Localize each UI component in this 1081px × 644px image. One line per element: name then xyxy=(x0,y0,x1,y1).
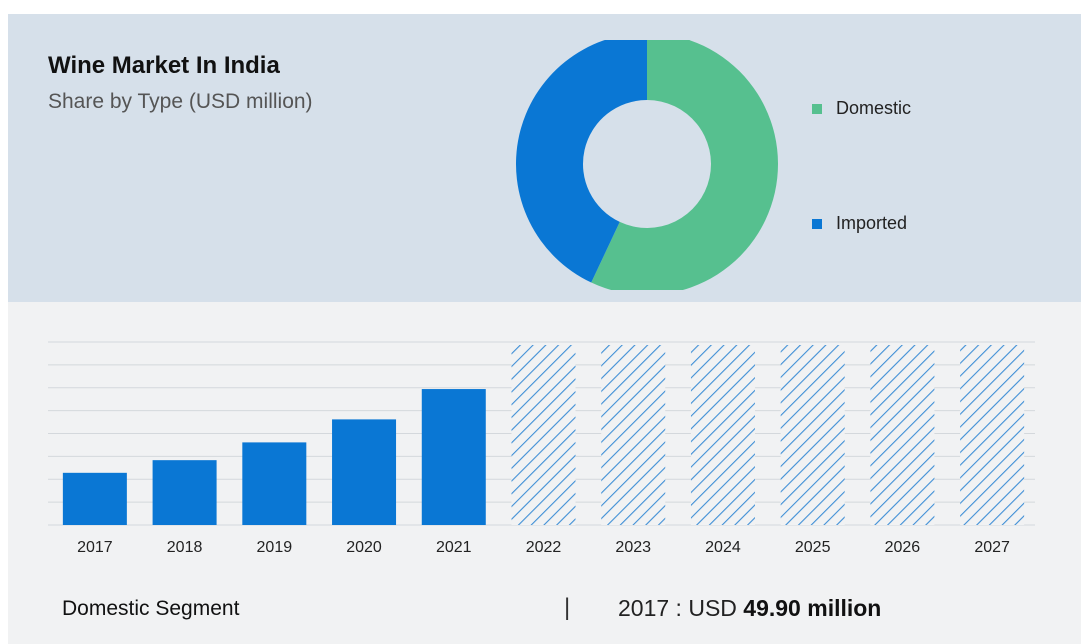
x-tick-label-2023: 2023 xyxy=(615,539,651,556)
bar-chart: 2017 2018 2019 2020 2021 2022 2023 2024 2025 2026… xyxy=(48,341,1035,556)
bar-2021 xyxy=(421,389,486,525)
forecast-bar-2027 xyxy=(960,345,1025,525)
x-tick-label-2022: 2022 xyxy=(526,539,562,556)
forecast-bar-2022 xyxy=(511,345,576,525)
x-tick-label-2020: 2020 xyxy=(346,539,382,556)
bar-2019 xyxy=(242,442,307,525)
x-tick-label-2018: 2018 xyxy=(167,539,203,556)
bar-2020 xyxy=(332,419,397,525)
forecast-bar-2023 xyxy=(601,345,666,525)
x-tick-label-2024: 2024 xyxy=(705,539,741,556)
x-tick-label-2026: 2026 xyxy=(885,539,921,556)
donut-chart xyxy=(516,40,778,290)
bar-2017 xyxy=(62,472,127,525)
footer-value-amount: 49.90 million xyxy=(743,595,882,621)
bar-2018 xyxy=(152,460,217,525)
footer-value: 2017 : USD 49.90 million xyxy=(618,595,881,622)
x-tick-label-2027: 2027 xyxy=(974,539,1010,556)
chart-subtitle: Share by Type (USD million) xyxy=(48,90,313,113)
legend-label-domestic: Domestic xyxy=(836,98,912,118)
donut-slice-domestic xyxy=(591,40,778,290)
donut-slice-imported xyxy=(516,40,647,283)
legend-swatch-domestic xyxy=(812,103,822,114)
forecast-bar-2026 xyxy=(870,345,935,525)
footer-separator: | xyxy=(564,594,571,621)
footer-segment-label: Domestic Segment xyxy=(62,597,240,620)
forecast-bar-2024 xyxy=(690,345,755,525)
legend-swatch-imported xyxy=(812,218,822,229)
legend-label-imported: Imported xyxy=(836,213,908,233)
footer-value-prefix: 2017 : USD xyxy=(618,595,744,621)
legend-item-imported: Imported xyxy=(812,213,907,234)
x-tick-label-2017: 2017 xyxy=(77,539,113,556)
x-tick-label-2021: 2021 xyxy=(436,539,472,556)
x-tick-label-2019: 2019 xyxy=(257,539,293,556)
x-tick-label-2025: 2025 xyxy=(795,539,831,556)
legend-item-domestic: Domestic xyxy=(812,98,911,119)
chart-title: Wine Market In India xyxy=(48,52,280,79)
forecast-bar-2025 xyxy=(780,345,845,525)
